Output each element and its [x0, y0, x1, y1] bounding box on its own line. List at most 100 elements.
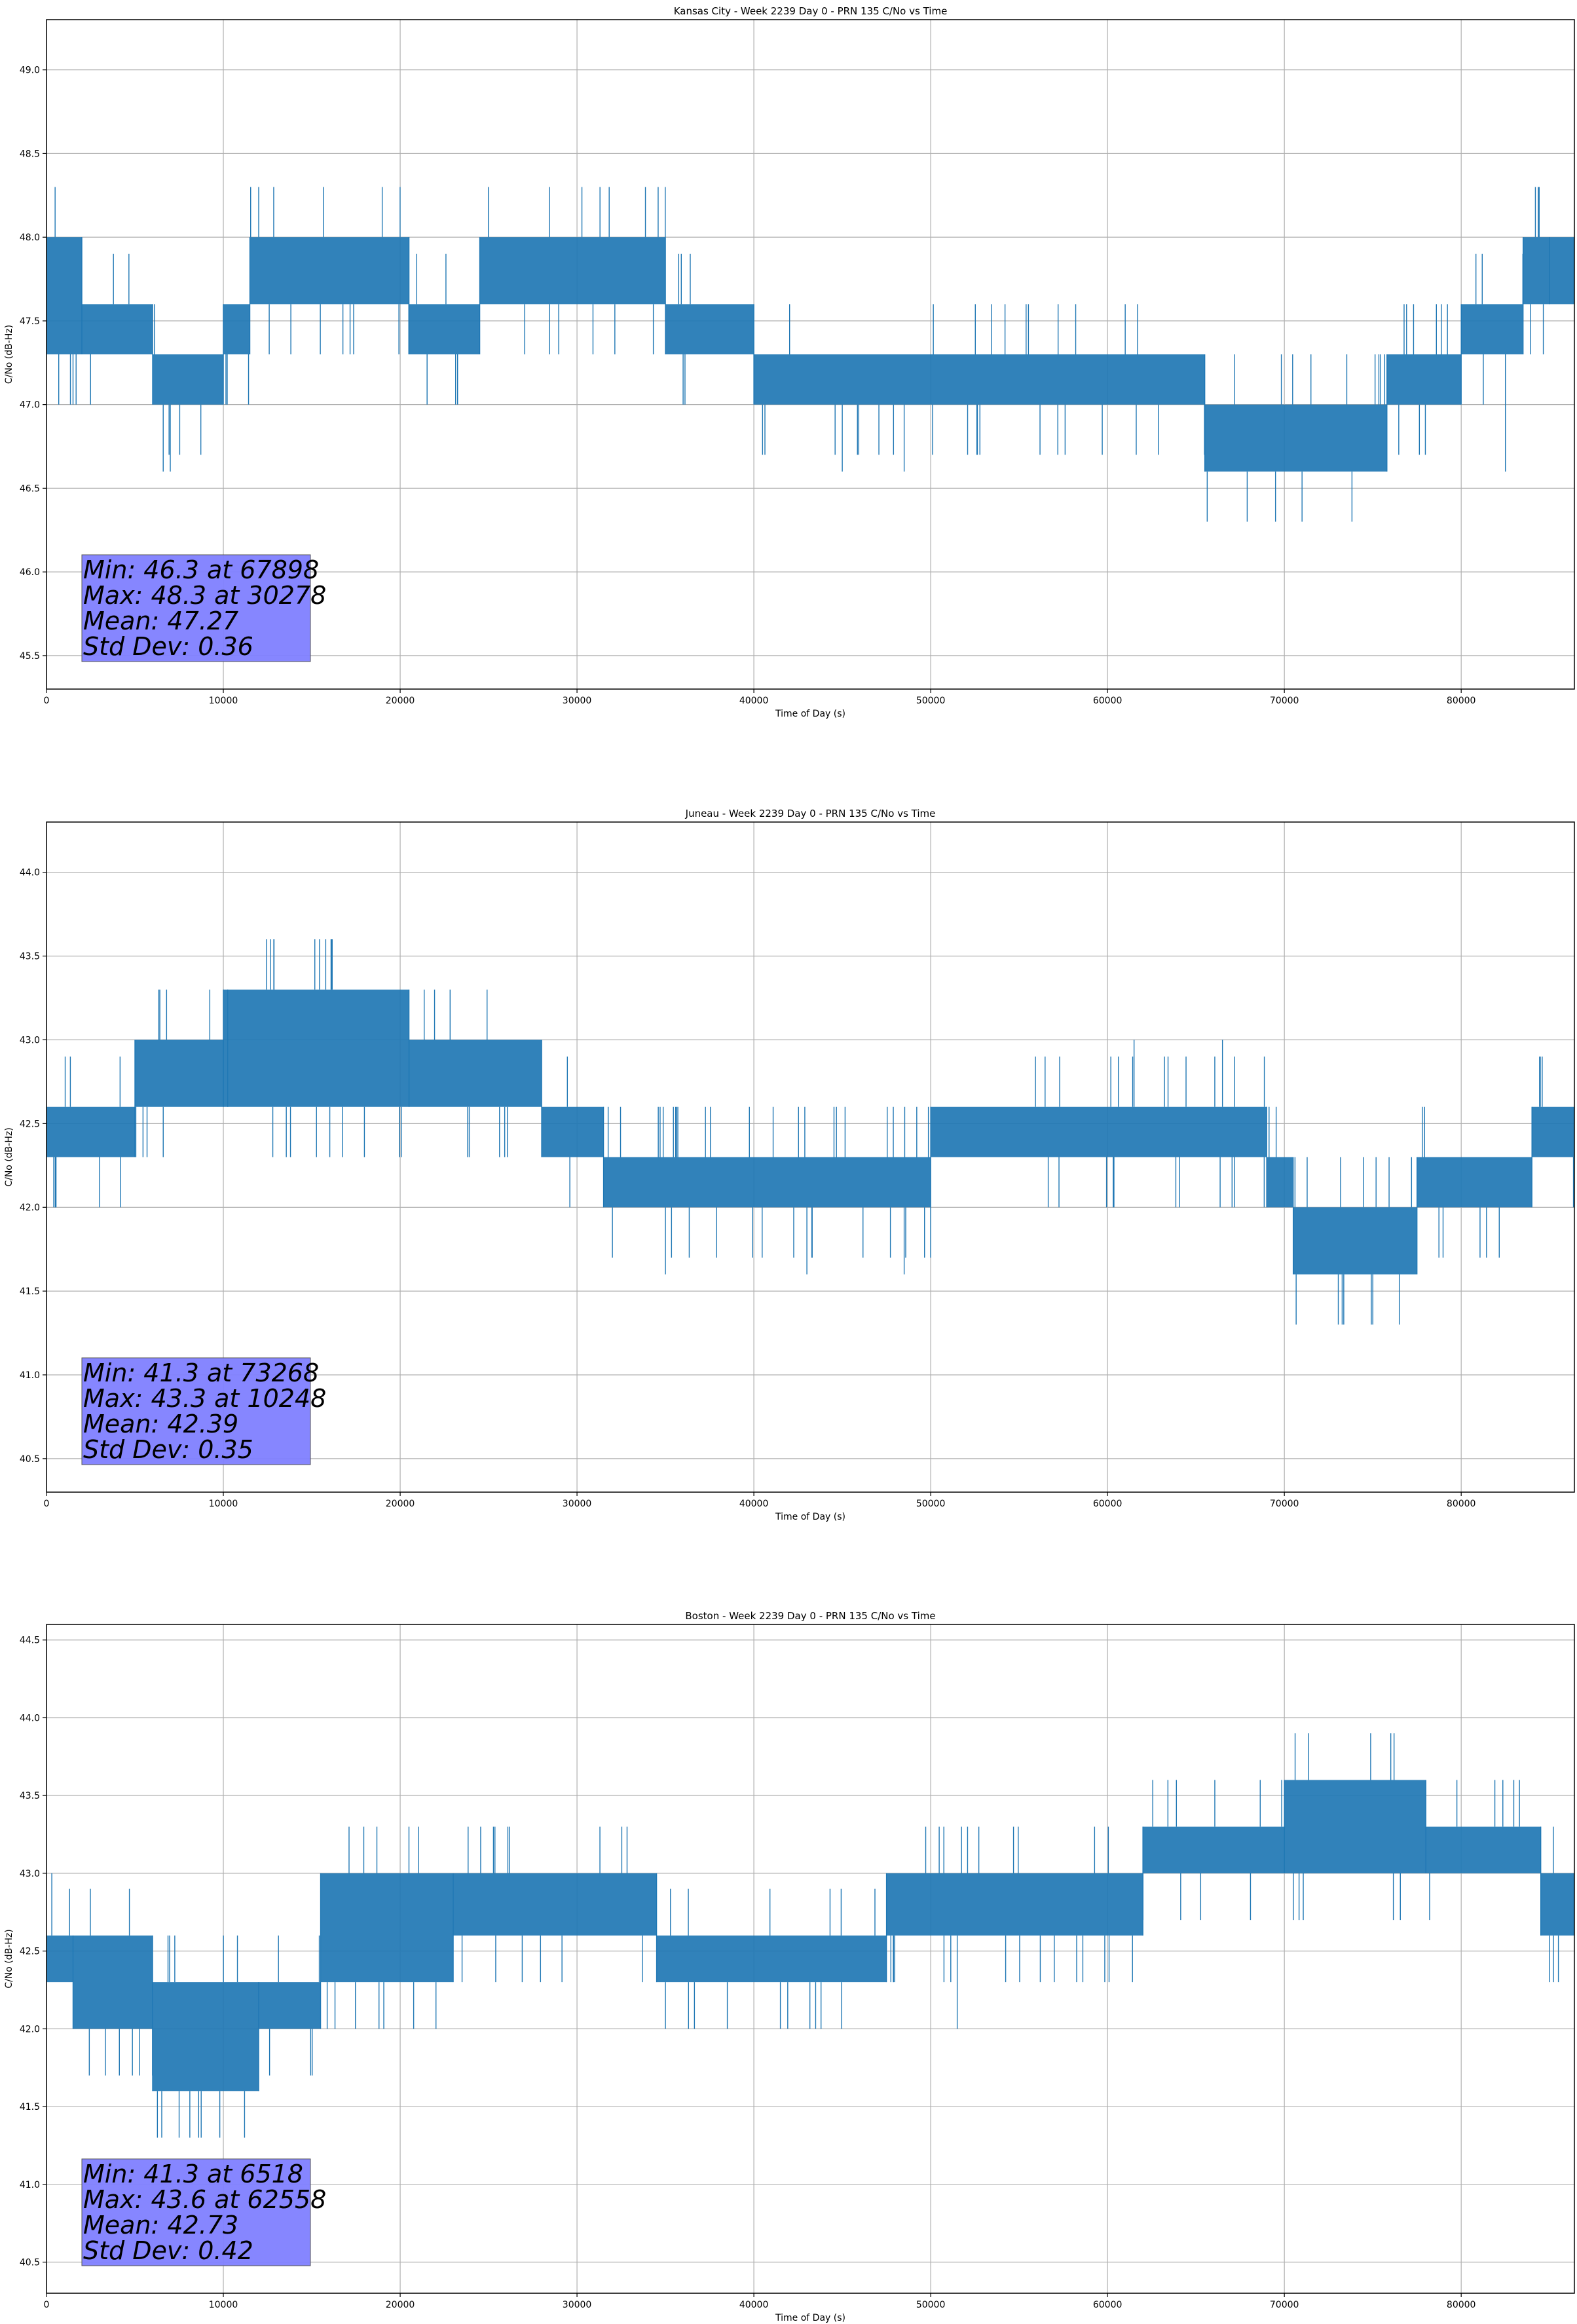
x-tick-label: 70000	[1270, 696, 1299, 706]
y-tick-label: 42.5	[20, 1947, 40, 1957]
chart-title: Kansas City - Week 2239 Day 0 - PRN 135 …	[674, 5, 948, 17]
x-tick-label: 60000	[1093, 1499, 1122, 1509]
stats-line: Min: 46.3 at 67898	[83, 555, 319, 584]
stats-line: Max: 43.6 at 62558	[83, 2185, 326, 2214]
x-tick-label: 80000	[1447, 696, 1476, 706]
series-band	[453, 1873, 657, 1936]
y-tick-label: 44.0	[20, 868, 40, 878]
series-band	[931, 1106, 1267, 1157]
series-band	[1426, 1826, 1541, 1873]
y-tick-label: 45.5	[20, 651, 40, 662]
y-tick-label: 49.0	[20, 66, 40, 76]
stats-box	[81, 554, 311, 662]
series-band	[73, 1935, 153, 2029]
series-band	[542, 1106, 604, 1157]
stats-line: Std Dev: 0.36	[83, 632, 253, 661]
series-band	[153, 354, 224, 405]
x-tick-label: 10000	[209, 696, 238, 706]
chart-title: Juneau - Week 2239 Day 0 - PRN 135 C/No …	[685, 808, 936, 819]
series-band	[409, 304, 480, 354]
series-band	[82, 304, 153, 354]
y-tick-label: 43.5	[20, 1791, 40, 1801]
stats-line: Std Dev: 0.35	[83, 1435, 253, 1464]
y-tick-label: 41.0	[20, 2180, 40, 2190]
x-tick-label: 60000	[1093, 2300, 1122, 2310]
stats-line: Std Dev: 0.42	[83, 2236, 253, 2265]
y-tick-label: 44.0	[20, 1713, 40, 1723]
series-band	[153, 1982, 259, 2091]
x-tick-label: 0	[44, 1499, 50, 1509]
x-tick-label: 0	[44, 2300, 50, 2310]
x-tick-label: 10000	[209, 1499, 238, 1509]
y-tick-label: 48.0	[20, 233, 40, 243]
x-tick-label: 60000	[1093, 696, 1122, 706]
series-band	[479, 237, 666, 305]
series-band	[1386, 354, 1462, 405]
y-tick-label: 47.5	[20, 316, 40, 327]
x-tick-label: 0	[44, 696, 50, 706]
series-band	[1204, 404, 1387, 472]
x-tick-label: 20000	[386, 696, 415, 706]
x-tick-label: 40000	[739, 696, 769, 706]
y-tick-label: 44.5	[20, 1636, 40, 1646]
chart-juneau: Juneau - Week 2239 Day 0 - PRN 135 C/No …	[4, 808, 1575, 1522]
series-band	[665, 304, 754, 354]
chart-kansas-city: Kansas City - Week 2239 Day 0 - PRN 135 …	[4, 5, 1575, 719]
x-tick-label: 80000	[1447, 2300, 1476, 2310]
axes-frame	[46, 19, 1575, 690]
x-axis-label: Time of Day (s)	[775, 709, 845, 719]
axes-frame	[46, 1624, 1575, 2294]
y-tick-label: 41.0	[20, 1370, 40, 1381]
stats-line: Max: 43.3 at 10248	[83, 1384, 326, 1413]
series-band	[1293, 1207, 1417, 1275]
y-tick-label: 40.5	[20, 2258, 40, 2268]
stats-line: Max: 48.3 at 30278	[83, 581, 326, 610]
stats-line: Min: 41.3 at 6518	[83, 2160, 303, 2188]
series-band	[259, 1982, 321, 2029]
x-tick-label: 80000	[1447, 1499, 1476, 1509]
y-tick-label: 47.0	[20, 400, 40, 411]
y-tick-label: 40.5	[20, 1454, 40, 1465]
x-tick-label: 20000	[386, 1499, 415, 1509]
x-tick-label: 50000	[916, 2300, 946, 2310]
chart-boston: Boston - Week 2239 Day 0 - PRN 135 C/No …	[4, 1610, 1575, 2323]
series-band	[135, 1040, 224, 1107]
y-tick-label: 42.0	[20, 2024, 40, 2034]
series-band	[320, 1873, 454, 1983]
x-tick-label: 20000	[386, 2300, 415, 2310]
y-axis-label: C/No (dB-Hz)	[4, 1929, 14, 1988]
x-tick-label: 40000	[739, 2300, 769, 2310]
y-tick-label: 43.0	[20, 1035, 40, 1045]
x-tick-label: 10000	[209, 2300, 238, 2310]
series-band	[754, 354, 1205, 405]
y-tick-label: 41.5	[20, 1286, 40, 1297]
stats-box	[81, 2158, 311, 2266]
x-tick-label: 30000	[563, 696, 592, 706]
series-band	[46, 1935, 73, 1983]
series-line	[54, 187, 1550, 522]
x-tick-label: 70000	[1270, 2300, 1299, 2310]
y-tick-label: 43.0	[20, 1869, 40, 1879]
x-axis-label: Time of Day (s)	[775, 1512, 845, 1522]
stats-line: Mean: 42.73	[83, 2211, 238, 2240]
series-band	[1417, 1157, 1532, 1208]
series-band	[223, 989, 409, 1107]
series-band	[223, 304, 250, 354]
x-tick-label: 50000	[916, 696, 946, 706]
stats-line: Mean: 42.39	[83, 1410, 238, 1438]
series-band	[886, 1873, 1143, 1936]
series-band	[1267, 1157, 1293, 1208]
stats-line: Mean: 47.27	[83, 607, 238, 635]
y-tick-label: 41.5	[20, 2102, 40, 2112]
series-band	[1461, 304, 1523, 354]
series-band	[1540, 1873, 1574, 1936]
y-axis-label: C/No (dB-Hz)	[4, 325, 14, 384]
series-band	[250, 237, 409, 305]
series-band	[46, 237, 83, 354]
y-tick-label: 48.5	[20, 149, 40, 159]
series-band	[603, 1157, 931, 1208]
series-band	[1143, 1826, 1285, 1873]
stats-box	[81, 1357, 311, 1465]
x-axis-label: Time of Day (s)	[775, 2313, 845, 2323]
x-tick-label: 30000	[563, 1499, 592, 1509]
